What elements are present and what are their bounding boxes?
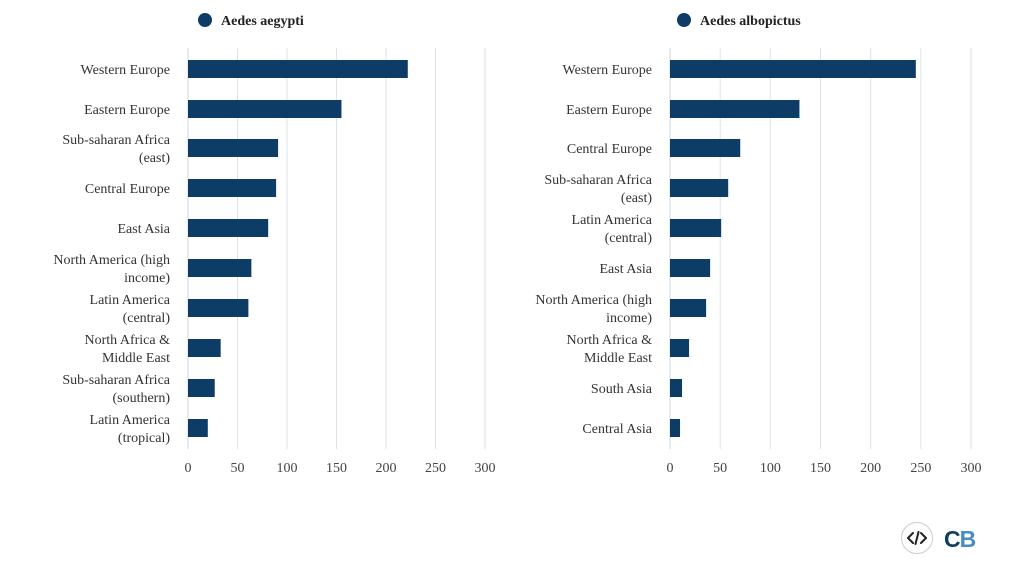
x-tick-label-1-50: 50 xyxy=(231,461,245,476)
bar-1-1 xyxy=(188,60,408,78)
category-label-2-2: Eastern Europe xyxy=(566,103,652,118)
bar-1-9 xyxy=(188,379,215,397)
bar-1-3 xyxy=(188,139,279,157)
logo-letter-b: B xyxy=(959,526,977,552)
bar-2-6 xyxy=(670,259,711,277)
bar-2-2 xyxy=(670,100,800,118)
category-label-1-1: Western Europe xyxy=(81,63,170,78)
category-label-1-4: Central Europe xyxy=(85,182,170,197)
bar-1-7 xyxy=(188,299,249,317)
code-embed-icon xyxy=(907,531,927,545)
x-tick-label-2-100: 100 xyxy=(760,461,781,476)
category-label-2-7: North America (high income) xyxy=(535,293,652,326)
category-label-2-1: Western Europe xyxy=(563,63,652,78)
embed-button[interactable] xyxy=(901,522,933,554)
bar-1-4 xyxy=(188,179,277,197)
bar-1-5 xyxy=(188,219,269,237)
x-tick-label-2-200: 200 xyxy=(860,461,881,476)
category-label-2-8: North Africa & Middle East xyxy=(566,333,652,366)
bar-1-6 xyxy=(188,259,252,277)
category-label-1-7: Latin America (central) xyxy=(90,293,171,326)
category-label-2-6: East Asia xyxy=(600,262,653,277)
x-tick-label-2-250: 250 xyxy=(910,461,931,476)
x-tick-label-2-0: 0 xyxy=(667,461,674,476)
bar-2-10 xyxy=(670,419,681,437)
bar-1-2 xyxy=(188,100,342,118)
legend-marker-2 xyxy=(677,13,691,27)
bar-2-8 xyxy=(670,339,690,357)
category-label-2-5: Latin America (central) xyxy=(572,213,653,246)
bar-2-9 xyxy=(670,379,683,397)
x-tick-label-2-50: 50 xyxy=(713,461,727,476)
legend-label-2: Aedes albopictus xyxy=(700,14,801,29)
bar-2-1 xyxy=(670,60,916,78)
x-tick-label-1-200: 200 xyxy=(376,461,397,476)
bar-1-8 xyxy=(188,339,221,357)
category-label-1-5: East Asia xyxy=(118,222,171,237)
x-tick-label-1-250: 250 xyxy=(425,461,446,476)
category-label-1-6: North America (high income) xyxy=(53,253,170,286)
category-label-1-10: Latin America (tropical) xyxy=(90,413,171,446)
bar-2-5 xyxy=(670,219,722,237)
category-label-2-9: South Asia xyxy=(591,382,653,397)
x-tick-label-2-300: 300 xyxy=(961,461,982,476)
x-tick-label-1-150: 150 xyxy=(326,461,347,476)
category-label-1-8: North Africa & Middle East xyxy=(84,333,170,366)
x-tick-label-1-0: 0 xyxy=(185,461,192,476)
bar-2-4 xyxy=(670,179,729,197)
category-label-1-9: Sub-saharan Africa (southern) xyxy=(62,373,170,406)
carbon-brief-logo[interactable]: CB xyxy=(944,524,977,554)
category-label-2-3: Central Europe xyxy=(567,142,652,157)
legend-marker-1 xyxy=(198,13,212,27)
category-label-1-3: Sub-saharan Africa (east) xyxy=(62,133,170,166)
x-tick-label-1-100: 100 xyxy=(277,461,298,476)
legend-label-1: Aedes aegypti xyxy=(221,14,304,29)
logo-letter-c: C xyxy=(944,526,961,552)
bar-2-7 xyxy=(670,299,707,317)
bar-2-3 xyxy=(670,139,741,157)
category-label-1-2: Eastern Europe xyxy=(84,103,170,118)
x-tick-label-1-300: 300 xyxy=(475,461,496,476)
category-label-2-10: Central Asia xyxy=(582,422,652,437)
x-tick-label-2-150: 150 xyxy=(810,461,831,476)
category-label-2-4: Sub-saharan Africa (east) xyxy=(544,173,652,206)
bar-1-10 xyxy=(188,419,208,437)
